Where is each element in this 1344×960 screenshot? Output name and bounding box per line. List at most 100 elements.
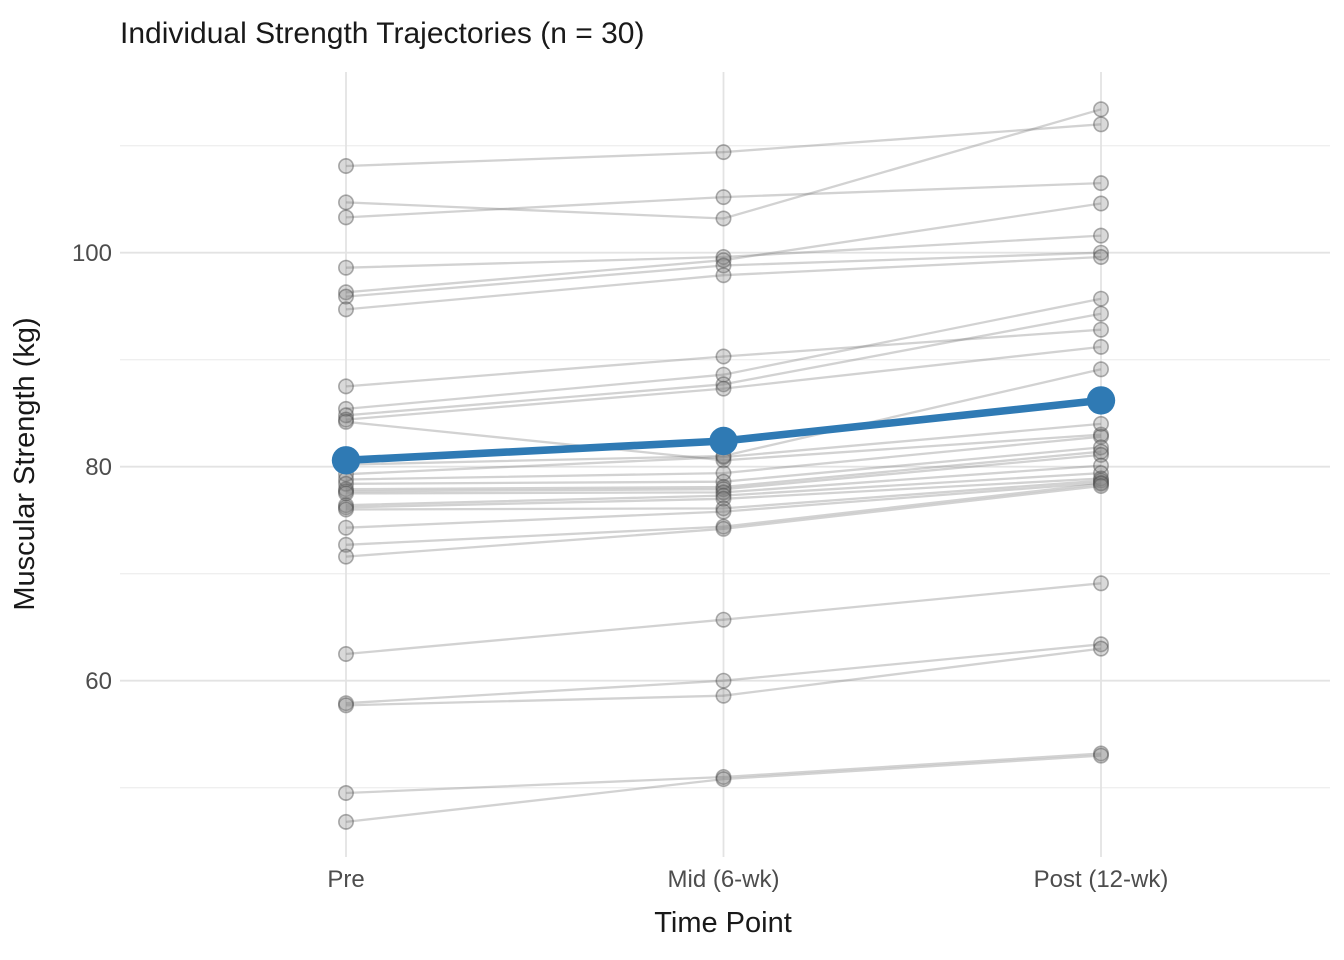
data-point (1093, 305, 1110, 322)
data-point (1093, 465, 1110, 482)
data-point (337, 485, 354, 502)
data-point (1093, 244, 1110, 261)
data-point (337, 499, 354, 516)
data-point (337, 284, 354, 301)
trajectory-line-1 (345, 123, 1102, 168)
trajectory-line-18 (345, 453, 1102, 493)
data-point (337, 813, 354, 830)
trajectory-line-22 (345, 479, 1102, 511)
data-point (715, 611, 732, 628)
trajectory-line-26 (345, 582, 1102, 656)
data-point (1093, 470, 1110, 487)
trajectory-line-21 (345, 477, 1102, 509)
major-gridlines (120, 251, 1330, 682)
data-point (715, 473, 732, 490)
data-point (1093, 227, 1110, 244)
trajectory-line-13 (345, 368, 1102, 466)
data-point (1093, 175, 1110, 192)
data-point (715, 257, 732, 274)
trajectory-line-12 (345, 420, 1102, 462)
data-point (337, 497, 354, 514)
trajectory-line-17 (345, 450, 1102, 491)
trajectory-line-28 (345, 647, 1102, 707)
data-point (337, 548, 354, 565)
data-point (337, 400, 354, 417)
data-point (715, 267, 732, 284)
data-point (715, 768, 732, 785)
trajectory-line-25 (345, 484, 1102, 558)
trajectory-line-6 (345, 251, 1102, 298)
trajectory-line-16 (345, 446, 1102, 485)
mean-point-Post (12-wk) (1086, 386, 1116, 415)
data-point (1093, 361, 1110, 378)
data-point (1093, 415, 1110, 432)
data-point (1093, 472, 1110, 489)
trajectory-line-9 (345, 297, 1102, 411)
data-point (337, 413, 354, 430)
data-point (715, 484, 732, 501)
data-point (1093, 457, 1110, 474)
y-tick-label-60: 60 (85, 668, 112, 695)
x-tick-label-1: Pre (327, 866, 364, 893)
data-point (715, 672, 732, 689)
data-point (337, 519, 354, 536)
data-point (1093, 321, 1110, 338)
data-point (715, 490, 732, 507)
data-point (715, 376, 732, 393)
data-point (715, 518, 732, 535)
data-point (1093, 640, 1110, 657)
data-point (337, 288, 354, 305)
data-point (337, 536, 354, 553)
trajectory-line-7 (345, 255, 1102, 311)
data-point (337, 378, 354, 395)
data-point (715, 210, 732, 227)
data-point (1093, 475, 1110, 492)
data-point (337, 483, 354, 500)
data-point (337, 475, 354, 492)
data-point (715, 478, 732, 495)
data-point (715, 348, 732, 365)
data-point (337, 407, 354, 424)
data-point (715, 465, 732, 482)
data-point (1093, 477, 1110, 494)
y-axis-title: Muscular Strength (kg) (9, 317, 41, 610)
data-point (1093, 101, 1110, 118)
mean-point-Mid (6-wk) (709, 426, 738, 456)
data-point (715, 771, 732, 788)
trajectory-line-15 (345, 435, 1102, 481)
data-point (715, 189, 732, 206)
mean-point-Pre (331, 446, 361, 475)
data-point (1093, 474, 1110, 491)
data-point (1093, 290, 1110, 307)
trajectory-line-23 (345, 481, 1102, 529)
data-point (1093, 426, 1110, 443)
trajectory-line-29 (345, 752, 1102, 795)
data-point (337, 697, 354, 714)
data-point (337, 209, 354, 226)
data-point (337, 481, 354, 498)
mean-trajectory (331, 386, 1116, 475)
data-point (1093, 575, 1110, 592)
data-point (337, 158, 354, 175)
x-axis-title: Time Point (654, 907, 792, 939)
data-point (1093, 195, 1110, 212)
data-point (1093, 249, 1110, 266)
x-tick-label-3: Post (12-wk) (1034, 866, 1169, 893)
data-point (337, 259, 354, 276)
data-point (1093, 428, 1110, 445)
data-point (715, 481, 732, 498)
data-point (715, 249, 732, 266)
trajectory-line-20 (345, 471, 1102, 507)
data-point (715, 366, 732, 383)
data-point (1093, 116, 1110, 133)
trajectory-line-30 (345, 754, 1102, 824)
trajectory-line-24 (345, 482, 1102, 546)
x-axis-tick-labels: Pre Mid (6-wk) Post (12-wk) (327, 866, 1168, 893)
data-point (337, 784, 354, 801)
data-point (1093, 338, 1110, 355)
data-point (337, 501, 354, 518)
data-point (337, 645, 354, 662)
y-tick-label-80: 80 (85, 454, 112, 481)
